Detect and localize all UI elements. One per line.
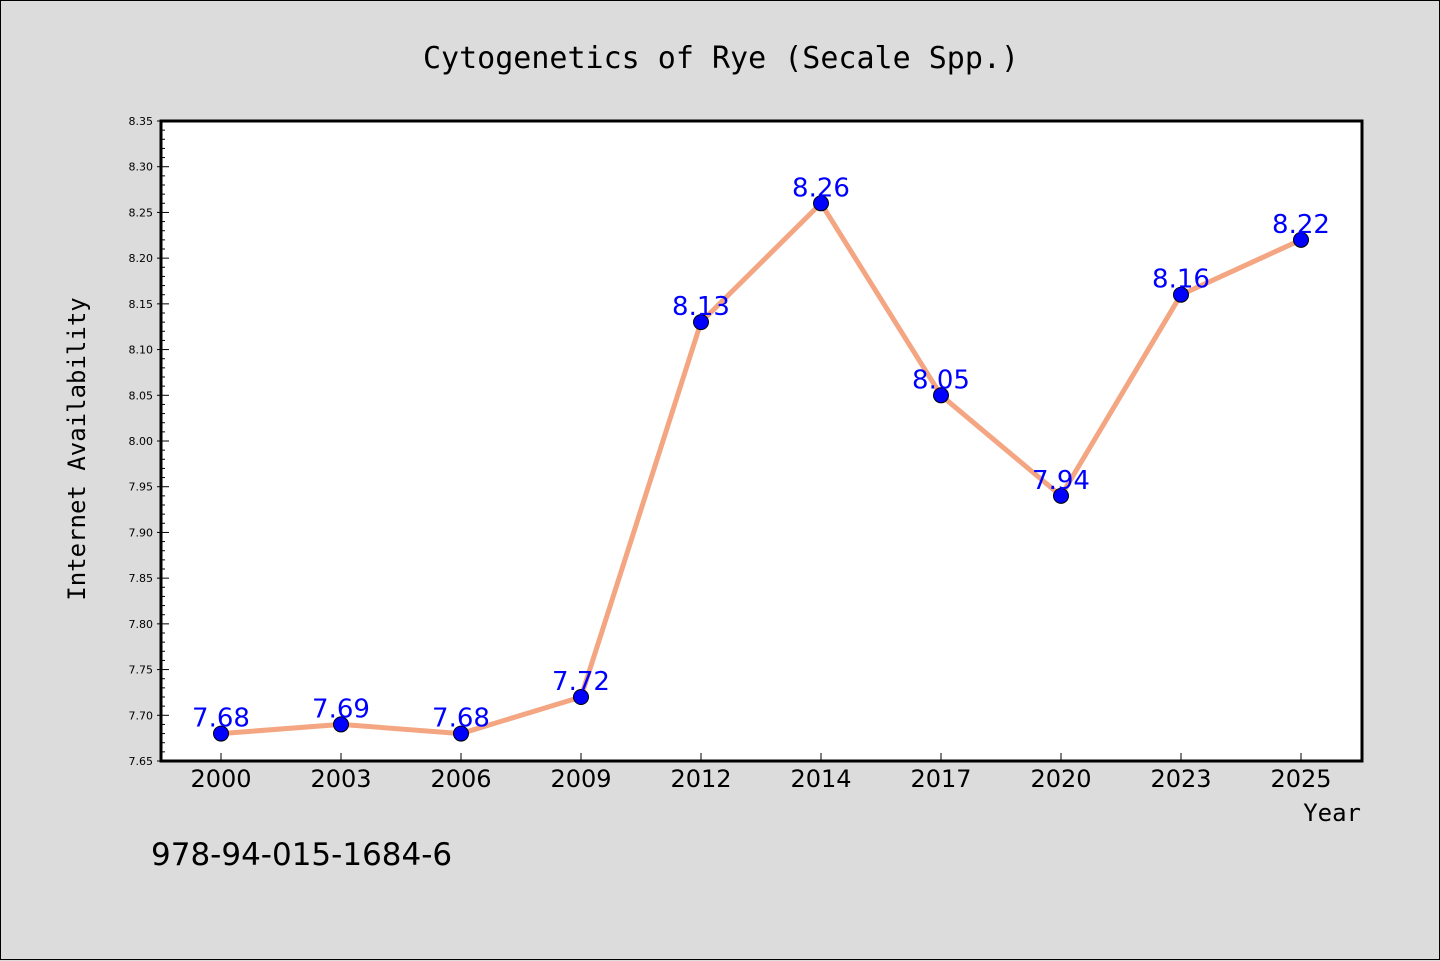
x-tick-label: 2014: [790, 765, 851, 793]
data-point: [453, 725, 469, 742]
x-axis: 2000 2003 2006 2009 2012 2014 2017 2020 2023 2025: [190, 753, 1332, 793]
data-label: 8.16: [1152, 265, 1210, 295]
y-tick-label: 7.70: [129, 709, 154, 722]
x-axis-label: Year: [1303, 799, 1361, 827]
y-axis-label: Internet Availability: [63, 297, 91, 600]
y-tick-label: 7.65: [129, 755, 154, 768]
data-label: 7.69: [312, 694, 370, 724]
y-tick-label: 7.85: [129, 572, 154, 585]
y-tick-label: 8.25: [129, 206, 154, 219]
data-point: [1293, 231, 1309, 248]
data-point: [573, 689, 589, 705]
y-tick-label: 7.75: [129, 664, 154, 677]
x-tick-label: 2017: [910, 765, 971, 793]
y-tick-label: 8.30: [129, 161, 154, 174]
footnote-isbn: 978-94-015-1684-6: [151, 837, 452, 873]
chart-title: Cytogenetics of Rye (Secale Spp.): [423, 41, 1019, 76]
data-label: 7.72: [552, 667, 610, 697]
x-tick-label: 2012: [670, 765, 731, 793]
data-label: 7.68: [432, 704, 490, 734]
y-tick-label: 8.20: [129, 252, 154, 265]
y-tick-label: 8.05: [129, 389, 154, 402]
y-tick-label: 7.80: [129, 618, 154, 631]
data-label: 7.68: [192, 704, 250, 734]
y-tick-label: 8.35: [129, 115, 154, 128]
data-point: [693, 314, 709, 331]
x-tick-label: 2025: [1270, 765, 1331, 793]
data-label: 8.13: [672, 292, 730, 322]
y-axis: 7.65 7.70 7.75 7.80 7.85 7.90 7.95 8.00 8.05 8.10…: [129, 115, 169, 768]
data-point: [333, 716, 349, 733]
x-tick-label: 2020: [1030, 765, 1091, 793]
x-tick-label: 2003: [310, 765, 371, 793]
data-point: [933, 387, 949, 404]
data-label: 8.26: [792, 173, 850, 203]
data-point: [213, 725, 229, 742]
data-labels-group: 7.68 7.69 7.68 7.72 8.13 8.26 8.05 7.94 8.16 8.22: [192, 173, 1330, 733]
data-label: 8.05: [912, 365, 970, 395]
data-label: 7.94: [1032, 466, 1090, 496]
series-line: [220, 200, 1303, 737]
data-point: [1173, 286, 1189, 303]
x-tick-label: 2023: [1150, 765, 1211, 793]
y-tick-label: 8.00: [129, 435, 154, 448]
x-tick-label: 2009: [550, 765, 611, 793]
x-tick-label: 2006: [430, 765, 491, 793]
plot-area: [159, 119, 1364, 763]
data-label: 8.22: [1272, 210, 1330, 240]
y-tick-label: 8.10: [129, 344, 154, 357]
data-point: [813, 195, 829, 212]
y-tick-label: 7.90: [129, 526, 154, 539]
data-point: [1053, 487, 1069, 504]
y-tick-label: 7.95: [129, 481, 154, 494]
series-group: [213, 195, 1309, 742]
y-tick-label: 8.15: [129, 298, 154, 311]
x-tick-label: 2000: [190, 765, 251, 793]
